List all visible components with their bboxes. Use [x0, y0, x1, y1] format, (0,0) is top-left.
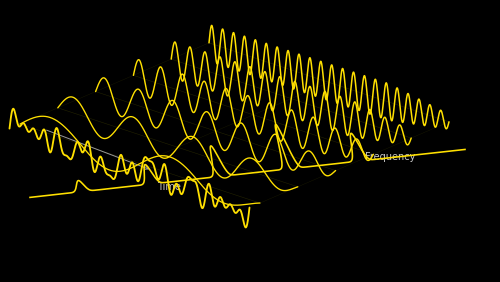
Text: Frequency: Frequency — [365, 151, 416, 162]
Text: Time: Time — [157, 182, 181, 191]
